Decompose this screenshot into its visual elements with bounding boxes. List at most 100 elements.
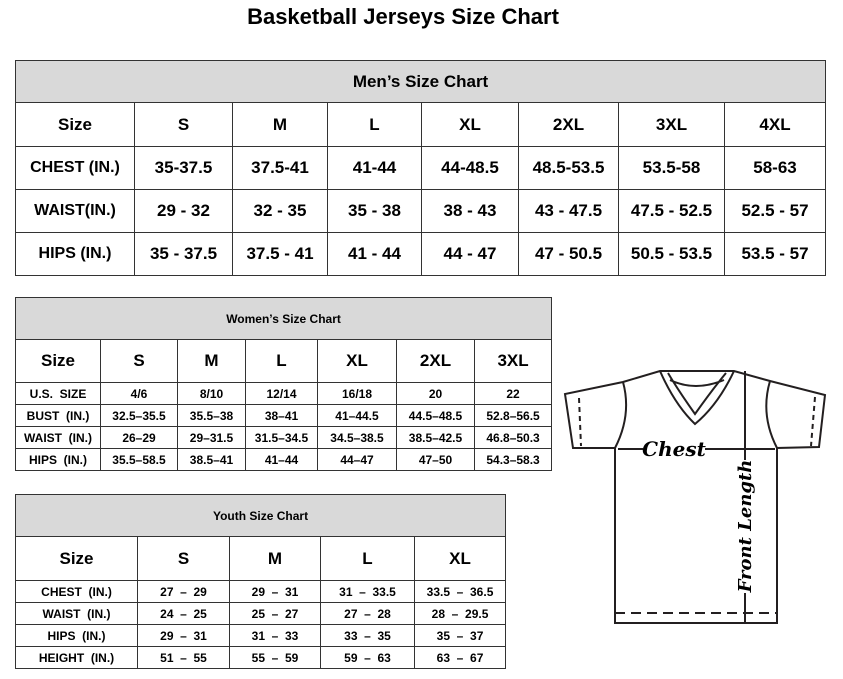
row-label: WAIST (IN.) (15, 602, 138, 625)
table-cell: 54.3–58.3 (473, 448, 553, 471)
row-label: CHEST (IN.) (15, 580, 138, 603)
table-cell: 20 (396, 382, 475, 405)
table-cell: 38.5–42.5 (396, 426, 475, 449)
table-cell: 26–29 (100, 426, 178, 449)
table-cell: 55 – 59 (229, 646, 321, 669)
table-cell: 33 – 35 (320, 624, 415, 647)
table-row: CHEST (IN.) 35-37.5 37.5-41 41-44 44-48.5 48.… (15, 146, 827, 190)
table-cell: 29 – 31 (137, 624, 230, 647)
table-cell: 46.8–50.3 (473, 426, 553, 449)
page-title: Basketball Jerseys Size Chart (247, 4, 559, 29)
table-cell: 29–31.5 (177, 426, 246, 449)
youth-size-table: Youth Size Chart Size S M L XL CHEST (IN.) 27… (14, 494, 507, 669)
header-cell: 3XL (473, 339, 553, 383)
header-cell: Size (15, 339, 101, 383)
table-cell: 16/18 (317, 382, 397, 405)
table-row: HIPS (IN.) 29 – 31 31 – 33 33 – 35 35 – 37 (15, 624, 507, 647)
header-cell: S (134, 102, 233, 147)
table-cell: 35.5–38 (177, 404, 246, 427)
header-cell: Size (15, 102, 135, 147)
table-cell: 35 – 37 (413, 624, 507, 647)
mens-table-title: Men’s Size Chart (14, 60, 827, 103)
table-row: WAIST(IN.) 29 - 32 32 - 35 35 - 38 38 - 43 43… (15, 189, 827, 233)
womens-table-title: Women’s Size Chart (14, 297, 553, 340)
table-cell: 12/14 (245, 382, 318, 405)
table-cell: 37.5-41 (232, 146, 328, 190)
header-cell: 3XL (618, 102, 725, 147)
table-cell: 44 - 47 (421, 232, 519, 276)
header-cell: M (229, 536, 321, 581)
header-cell: M (177, 339, 246, 383)
table-cell: 22 (473, 382, 553, 405)
table-cell: 48.5-53.5 (518, 146, 619, 190)
header-cell: Size (15, 536, 138, 581)
row-label: WAIST (IN.) (15, 426, 101, 449)
table-cell: 4/6 (100, 382, 178, 405)
table-cell: 38.5–41 (177, 448, 246, 471)
table-cell: 32 - 35 (232, 189, 328, 233)
table-cell: 44.5–48.5 (396, 404, 475, 427)
header-cell: XL (413, 536, 507, 581)
table-cell: 50.5 - 53.5 (618, 232, 725, 276)
front-length-label: Front Length (735, 460, 756, 594)
table-cell: 44–47 (317, 448, 397, 471)
header-cell: XL (421, 102, 519, 147)
header-cell: 4XL (723, 102, 827, 147)
table-cell: 47 - 50.5 (518, 232, 619, 276)
table-cell: 63 – 67 (413, 646, 507, 669)
youth-header-row: Size S M L XL (15, 536, 507, 581)
table-cell: 51 – 55 (137, 646, 230, 669)
table-row: BUST (IN.) 32.5–35.5 35.5–38 38–41 41–44.5 44… (15, 404, 553, 427)
row-label: U.S. SIZE (15, 382, 101, 405)
table-cell: 59 – 63 (320, 646, 415, 669)
row-label: CHEST (IN.) (15, 146, 135, 190)
table-cell: 47.5 - 52.5 (618, 189, 725, 233)
table-cell: 47–50 (396, 448, 475, 471)
table-cell: 25 – 27 (229, 602, 321, 625)
table-cell: 41–44 (245, 448, 318, 471)
table-row: WAIST (IN.) 26–29 29–31.5 31.5–34.5 34.5–38.… (15, 426, 553, 449)
table-cell: 29 – 31 (229, 580, 321, 603)
table-cell: 31.5–34.5 (245, 426, 318, 449)
table-row: U.S. SIZE 4/6 8/10 12/14 16/18 20 22 (15, 382, 553, 405)
table-cell: 41-44 (327, 146, 422, 190)
v-neck (659, 370, 735, 426)
header-cell: XL (317, 339, 397, 383)
table-cell: 8/10 (177, 382, 246, 405)
table-cell: 29 - 32 (134, 189, 233, 233)
tshirt-diagram: Chest Front Length (563, 370, 827, 624)
header-cell: 2XL (396, 339, 475, 383)
row-label: BUST (IN.) (15, 404, 101, 427)
table-row: HIPS (IN.) 35.5–58.5 38.5–41 41–44 44–47 47–5… (15, 448, 553, 471)
table-cell: 53.5-58 (618, 146, 725, 190)
header-cell: S (100, 339, 178, 383)
table-row: CHEST (IN.) 27 – 29 29 – 31 31 – 33.5 33.5 –… (15, 580, 507, 603)
mens-header-row: Size S M L XL 2XL 3XL 4XL (15, 102, 827, 147)
table-cell: 35 - 38 (327, 189, 422, 233)
table-cell: 33.5 – 36.5 (413, 580, 507, 603)
youth-table-title: Youth Size Chart (14, 494, 507, 537)
table-cell: 43 - 47.5 (518, 189, 619, 233)
table-cell: 44-48.5 (421, 146, 519, 190)
table-cell: 31 – 33.5 (320, 580, 415, 603)
header-cell: L (245, 339, 318, 383)
table-cell: 41–44.5 (317, 404, 397, 427)
header-cell: L (327, 102, 422, 147)
table-cell: 53.5 - 57 (723, 232, 827, 276)
table-cell: 52.8–56.5 (473, 404, 553, 427)
header-cell: L (320, 536, 415, 581)
header-cell: M (232, 102, 328, 147)
table-row: HEIGHT (IN.) 51 – 55 55 – 59 59 – 63 63 – 67 (15, 646, 507, 669)
table-row: HIPS (IN.) 35 - 37.5 37.5 - 41 41 - 44 44 - … (15, 232, 827, 276)
table-cell: 38 - 43 (421, 189, 519, 233)
table-cell: 34.5–38.5 (317, 426, 397, 449)
table-cell: 32.5–35.5 (100, 404, 178, 427)
table-cell: 35 - 37.5 (134, 232, 233, 276)
mens-size-table: Men’s Size Chart Size S M L XL 2XL 3XL 4XL CHES… (14, 60, 827, 276)
womens-size-table: Women’s Size Chart Size S M L XL 2XL 3XL U.S. … (14, 297, 553, 471)
table-cell: 38–41 (245, 404, 318, 427)
table-cell: 58-63 (723, 146, 827, 190)
table-cell: 28 – 29.5 (413, 602, 507, 625)
chest-label: Chest (642, 437, 706, 461)
row-label: HIPS (IN.) (15, 448, 101, 471)
